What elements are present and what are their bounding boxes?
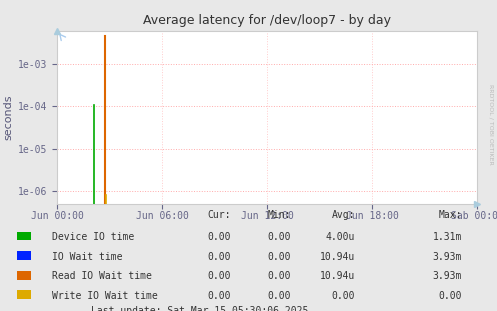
- Text: 0.00: 0.00: [267, 232, 291, 242]
- Text: 4.00u: 4.00u: [326, 232, 355, 242]
- Text: 0.00: 0.00: [332, 291, 355, 301]
- Text: Max:: Max:: [439, 210, 462, 220]
- Title: Average latency for /dev/loop7 - by day: Average latency for /dev/loop7 - by day: [143, 14, 391, 27]
- Text: Device IO time: Device IO time: [52, 232, 134, 242]
- Text: Write IO Wait time: Write IO Wait time: [52, 291, 158, 301]
- Text: 0.00: 0.00: [208, 272, 231, 281]
- Text: Avg:: Avg:: [332, 210, 355, 220]
- Text: 0.00: 0.00: [267, 272, 291, 281]
- Text: 0.00: 0.00: [208, 232, 231, 242]
- Text: 0.00: 0.00: [208, 291, 231, 301]
- Text: 10.94u: 10.94u: [320, 252, 355, 262]
- Text: 0.00: 0.00: [439, 291, 462, 301]
- Text: 0.00: 0.00: [267, 252, 291, 262]
- Text: 3.93m: 3.93m: [433, 252, 462, 262]
- Text: 10.94u: 10.94u: [320, 272, 355, 281]
- Text: IO Wait time: IO Wait time: [52, 252, 123, 262]
- Text: Cur:: Cur:: [208, 210, 231, 220]
- Text: RRDTOOL / TOBI OETIKER: RRDTOOL / TOBI OETIKER: [488, 84, 493, 165]
- Text: Last update: Sat Mar 15 05:30:06 2025: Last update: Sat Mar 15 05:30:06 2025: [91, 306, 308, 311]
- Text: 1.31m: 1.31m: [433, 232, 462, 242]
- Text: Min:: Min:: [267, 210, 291, 220]
- Text: 0.00: 0.00: [208, 252, 231, 262]
- Y-axis label: seconds: seconds: [4, 95, 14, 140]
- Text: 3.93m: 3.93m: [433, 272, 462, 281]
- Text: 0.00: 0.00: [267, 291, 291, 301]
- Text: Read IO Wait time: Read IO Wait time: [52, 272, 152, 281]
